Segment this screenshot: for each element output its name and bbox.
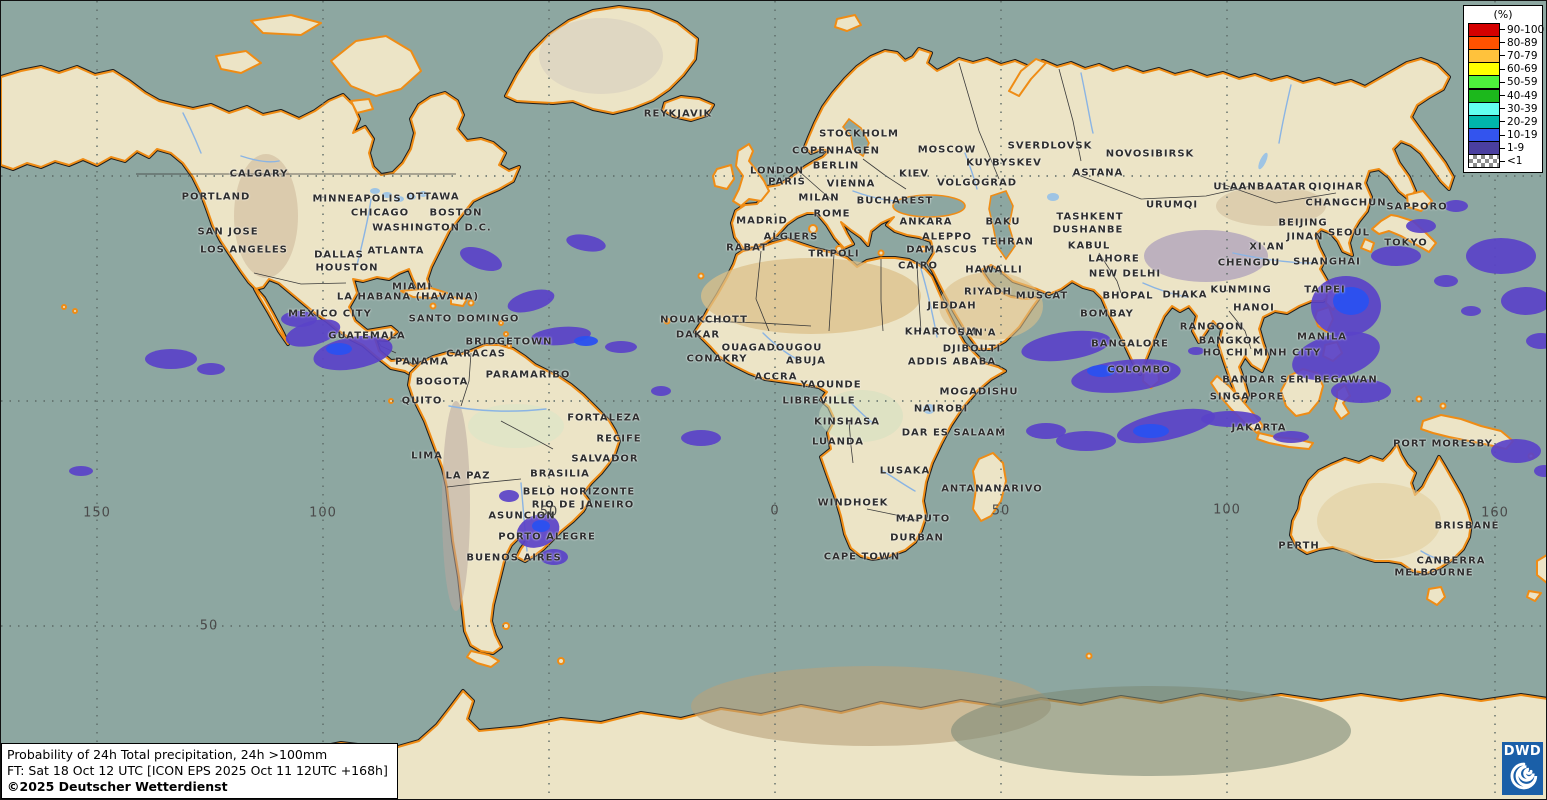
legend-row: 1-9	[1468, 141, 1538, 156]
legend-row: <1	[1468, 154, 1538, 169]
graticule-label: 50	[991, 503, 1011, 519]
graticule-label: 100	[309, 505, 337, 521]
legend-label: 70-79	[1507, 49, 1538, 62]
graticule-label: 160	[1481, 505, 1509, 521]
legend-tick	[1500, 55, 1505, 57]
legend-label: 60-69	[1507, 63, 1538, 76]
info-line-copyright: ©2025 Deutscher Wetterdienst	[7, 779, 228, 794]
legend-tick	[1500, 29, 1505, 31]
info-line-title: Probability of 24h Total precipitation, …	[7, 747, 328, 762]
graticule-label: 100	[1213, 502, 1241, 518]
legend-tick	[1500, 121, 1505, 123]
legend-swatch	[1468, 128, 1500, 143]
legend-swatch	[1468, 101, 1500, 116]
precipitation-layer	[69, 116, 1546, 565]
legend-tick	[1500, 108, 1505, 110]
legend-swatch	[1468, 88, 1500, 103]
legend-tick	[1500, 42, 1505, 44]
graticule-label: 0	[770, 503, 780, 519]
info-line-forecast-time: FT: Sat 18 Oct 12 UTC [ICON EPS 2025 Oct…	[7, 763, 388, 778]
legend-rows: 90-100 80-89 70-79 60-69 50-59 40-49 30-39 20-2…	[1468, 22, 1544, 169]
legend-row: 50-59	[1468, 75, 1538, 90]
legend-tick	[1500, 134, 1505, 136]
lakes	[370, 117, 1268, 414]
legend-tick	[1500, 95, 1505, 97]
legend-swatch	[1468, 75, 1500, 90]
legend-label: 20-29	[1507, 115, 1538, 128]
legend-tick	[1500, 160, 1505, 162]
legend-swatch	[1468, 22, 1500, 37]
legend-row: 40-49	[1468, 88, 1538, 103]
legend-row: 80-89	[1468, 35, 1538, 50]
dwd-spiral-icon	[1510, 762, 1537, 790]
legend: (%) 90-100 80-89 70-79 60-69 50-59 40-49 30-39…	[1463, 5, 1544, 174]
legend-row: 20-29	[1468, 114, 1538, 129]
info-box: Probability of 24h Total precipitation, …	[1, 743, 398, 799]
dwd-logo: DWD	[1502, 742, 1543, 795]
legend-label: 30-39	[1507, 102, 1538, 115]
legend-swatch	[1468, 154, 1500, 169]
dwd-logo-text: DWD	[1503, 744, 1542, 759]
rivers	[182, 72, 1444, 562]
legend-label: 80-89	[1507, 36, 1538, 49]
legend-swatch	[1468, 114, 1500, 129]
legend-swatch	[1468, 62, 1500, 77]
legend-row: 70-79	[1468, 48, 1538, 63]
legend-tick	[1500, 68, 1505, 70]
legend-row: 60-69	[1468, 62, 1538, 77]
legend-label: 90-100	[1507, 23, 1545, 36]
graticule-label: 50	[539, 504, 559, 520]
graticule-label: 150	[83, 505, 111, 521]
legend-tick	[1500, 147, 1505, 149]
legend-label: 10-19	[1507, 129, 1538, 142]
legend-label: 40-49	[1507, 89, 1538, 102]
graticule-label: 50	[199, 618, 219, 634]
legend-swatch	[1468, 141, 1500, 156]
legend-label: <1	[1507, 155, 1523, 168]
terrain-tints	[234, 18, 1441, 776]
legend-tick	[1500, 81, 1505, 83]
legend-swatch	[1468, 35, 1500, 50]
legend-row: 90-100	[1468, 22, 1544, 37]
legend-row: 30-39	[1468, 101, 1538, 116]
legend-label: 1-9	[1507, 142, 1525, 155]
legend-label: 50-59	[1507, 76, 1538, 89]
legend-row: 10-19	[1468, 128, 1538, 143]
legend-title: (%)	[1493, 8, 1513, 21]
legend-swatch	[1468, 48, 1500, 63]
